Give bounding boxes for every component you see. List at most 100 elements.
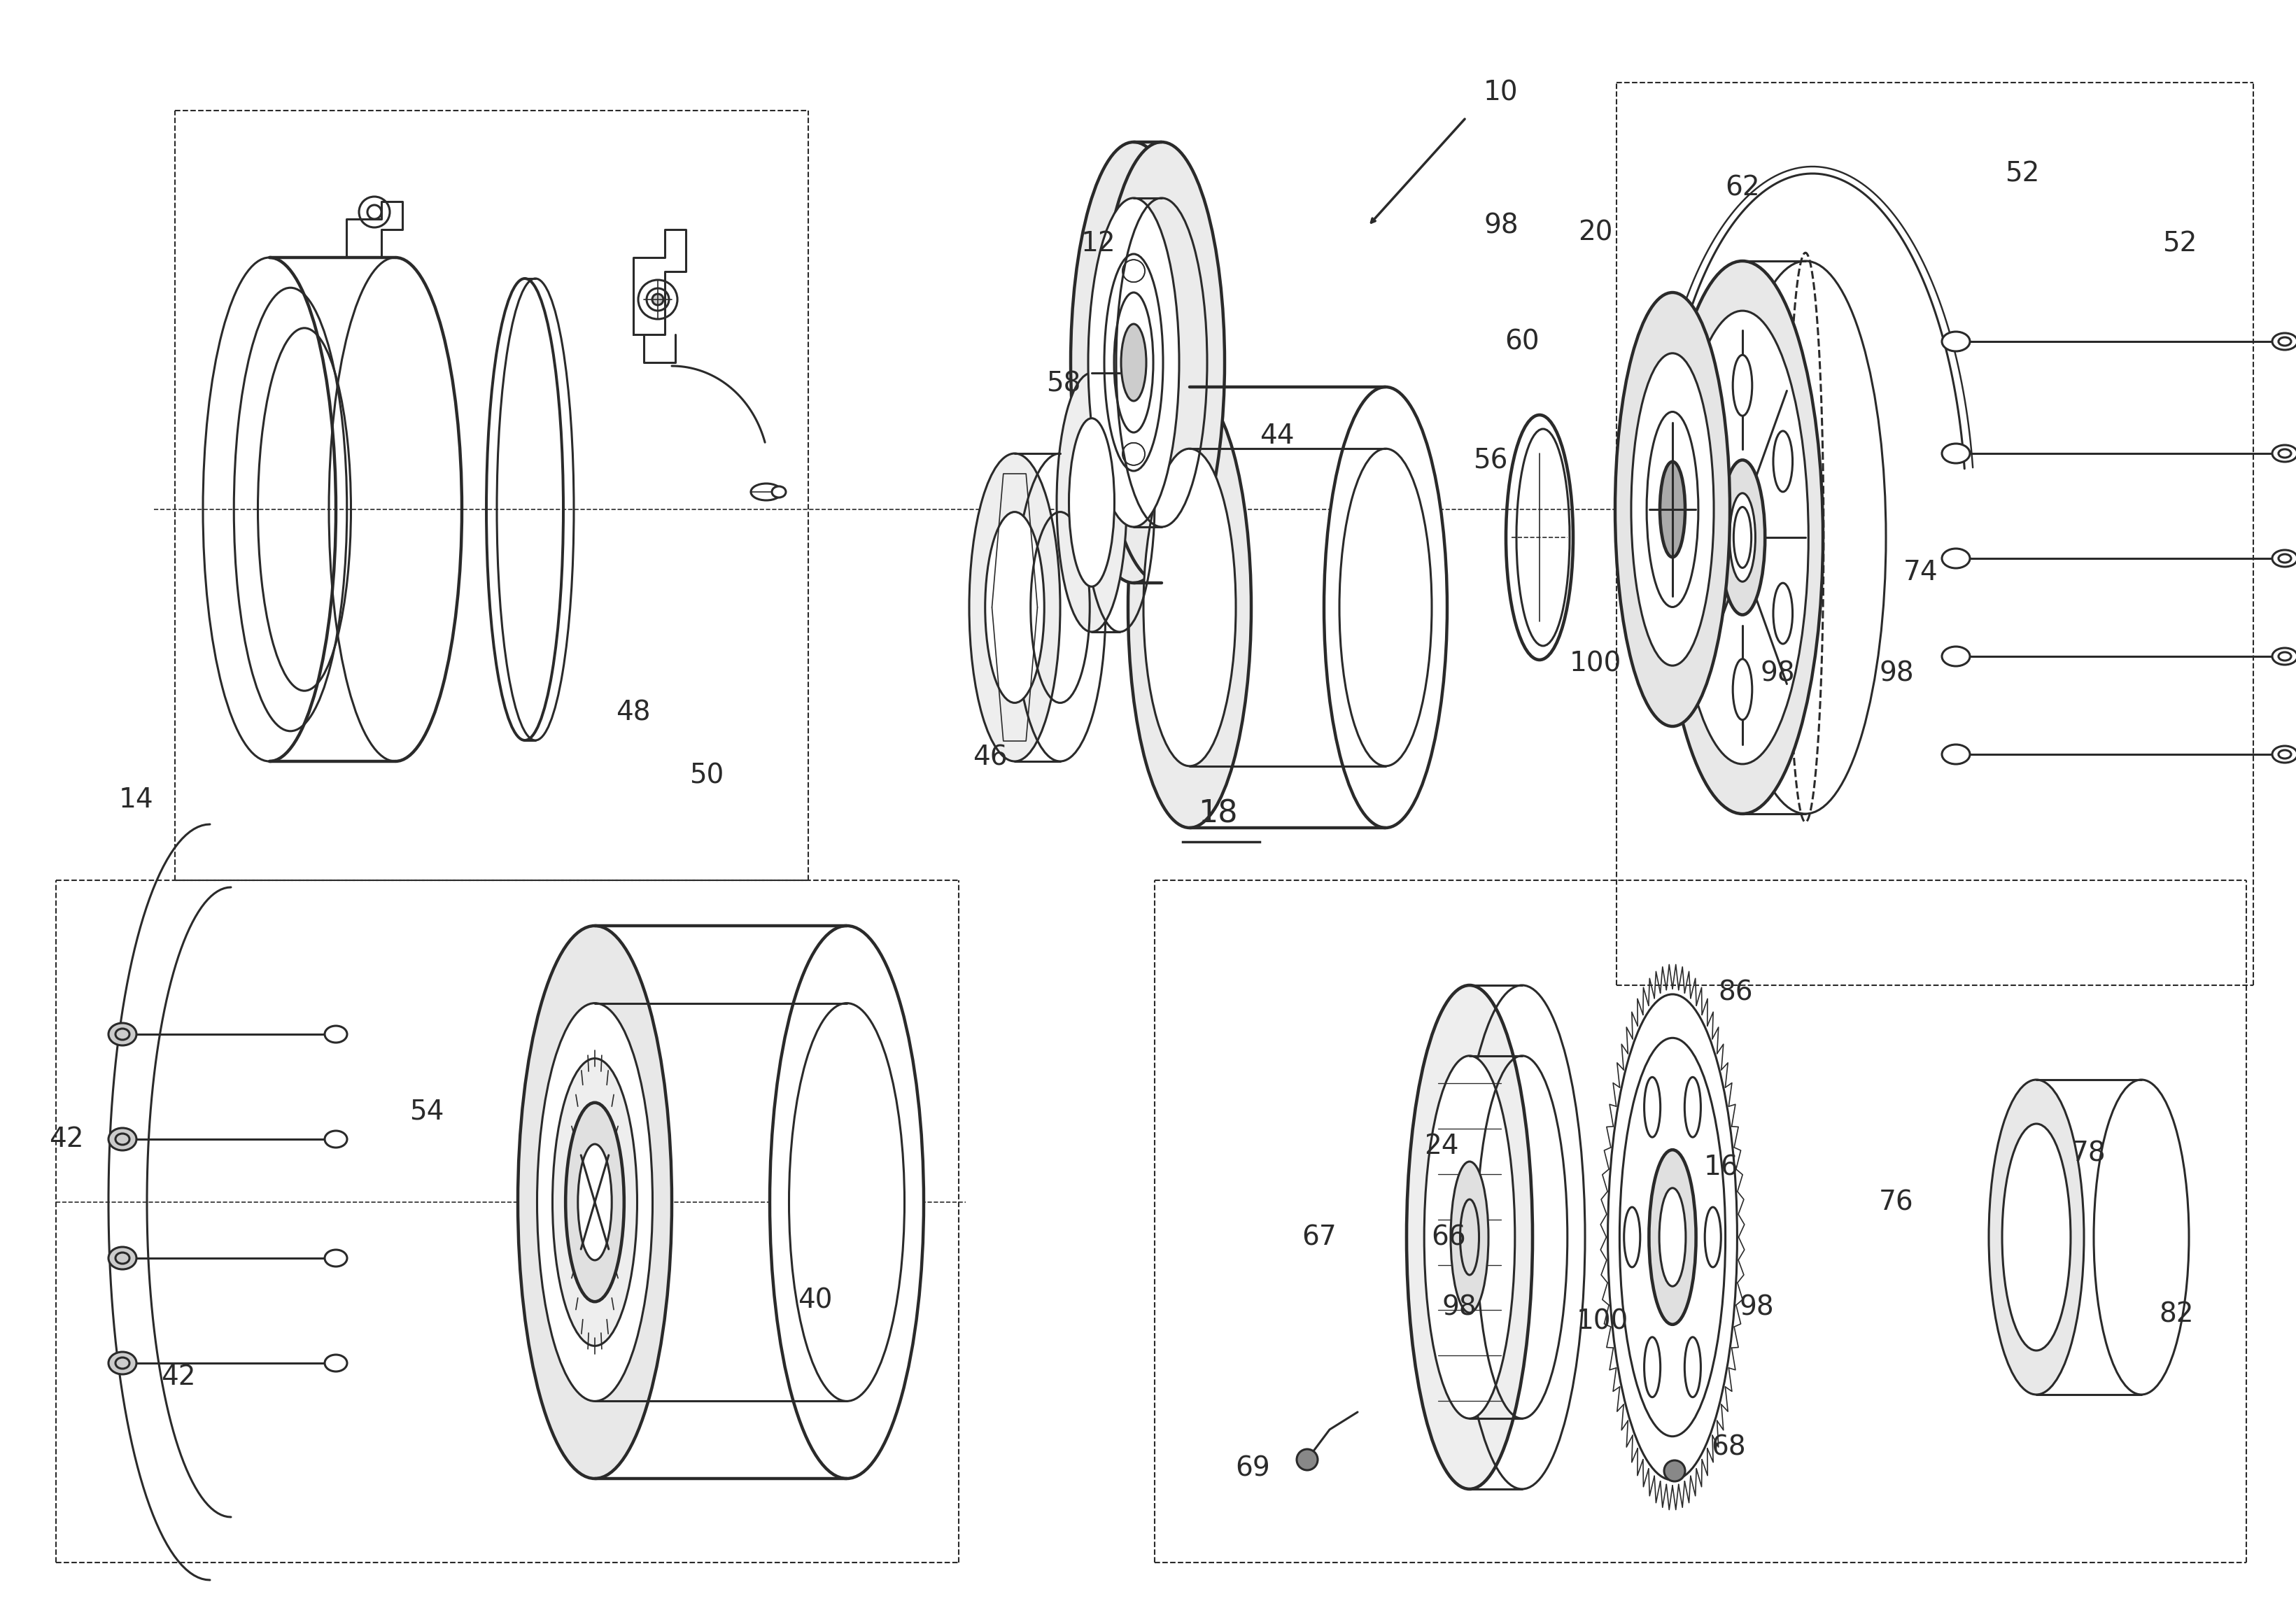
Text: 52: 52	[2163, 231, 2197, 257]
Text: 20: 20	[1577, 220, 1612, 247]
Text: 100: 100	[1577, 1308, 1628, 1334]
Ellipse shape	[1720, 460, 1766, 615]
Ellipse shape	[1736, 518, 1747, 557]
Ellipse shape	[1729, 493, 1756, 581]
Text: 98: 98	[1442, 1294, 1476, 1321]
Text: 100: 100	[1570, 651, 1621, 677]
Text: 12: 12	[1081, 231, 1116, 257]
Text: 58: 58	[1047, 370, 1081, 397]
Ellipse shape	[1773, 583, 1793, 644]
Ellipse shape	[1630, 354, 1713, 665]
Text: 14: 14	[119, 787, 154, 812]
Ellipse shape	[1325, 388, 1446, 828]
Text: 42: 42	[48, 1126, 83, 1153]
Ellipse shape	[565, 1103, 625, 1302]
Ellipse shape	[579, 1143, 611, 1260]
Ellipse shape	[1676, 310, 1809, 764]
Ellipse shape	[2273, 746, 2296, 762]
Ellipse shape	[1660, 1189, 1685, 1286]
Text: 66: 66	[1430, 1224, 1465, 1250]
Ellipse shape	[2002, 1124, 2071, 1350]
Text: 10: 10	[1483, 79, 1518, 107]
Text: 98: 98	[1738, 1294, 1775, 1321]
Text: 60: 60	[1504, 328, 1538, 355]
Ellipse shape	[108, 1127, 135, 1150]
Ellipse shape	[324, 1250, 347, 1266]
Ellipse shape	[2273, 333, 2296, 350]
Ellipse shape	[1988, 1080, 2085, 1395]
Text: 42: 42	[161, 1363, 195, 1391]
Ellipse shape	[108, 1247, 135, 1269]
Text: 56: 56	[1474, 447, 1508, 473]
Ellipse shape	[1127, 388, 1251, 828]
Ellipse shape	[1942, 745, 1970, 764]
Ellipse shape	[652, 294, 664, 305]
Text: 78: 78	[2071, 1140, 2105, 1166]
Ellipse shape	[771, 486, 785, 497]
Ellipse shape	[1942, 646, 1970, 665]
Text: 98: 98	[1878, 661, 1915, 686]
Text: 52: 52	[2004, 160, 2039, 187]
Ellipse shape	[985, 512, 1045, 703]
Ellipse shape	[1070, 142, 1196, 583]
Text: 82: 82	[2158, 1300, 2193, 1328]
Ellipse shape	[553, 1058, 638, 1345]
Ellipse shape	[1685, 1077, 1701, 1137]
Ellipse shape	[1733, 507, 1752, 568]
Ellipse shape	[1407, 985, 1531, 1489]
Ellipse shape	[1942, 444, 1970, 464]
Ellipse shape	[1644, 1337, 1660, 1397]
Ellipse shape	[1100, 142, 1224, 583]
Text: 86: 86	[1717, 979, 1752, 1006]
Ellipse shape	[324, 1026, 347, 1043]
Text: 24: 24	[1424, 1132, 1458, 1160]
Ellipse shape	[769, 925, 923, 1479]
Ellipse shape	[1942, 331, 1970, 352]
Ellipse shape	[1056, 373, 1127, 631]
Text: 46: 46	[974, 745, 1008, 770]
Ellipse shape	[1692, 583, 1713, 644]
Ellipse shape	[1665, 1460, 1685, 1481]
Ellipse shape	[1724, 262, 1885, 814]
Text: 67: 67	[1302, 1224, 1336, 1250]
Ellipse shape	[1942, 549, 1970, 568]
Ellipse shape	[324, 1130, 347, 1148]
Ellipse shape	[1773, 431, 1793, 493]
Text: 48: 48	[615, 699, 650, 725]
Ellipse shape	[1692, 431, 1713, 493]
Ellipse shape	[519, 925, 673, 1479]
Text: 98: 98	[1483, 213, 1518, 239]
Ellipse shape	[537, 1003, 652, 1402]
Ellipse shape	[2094, 1080, 2188, 1395]
Ellipse shape	[108, 1352, 135, 1374]
Text: 18: 18	[1199, 799, 1238, 828]
Ellipse shape	[1070, 418, 1114, 586]
Text: 62: 62	[1724, 174, 1759, 200]
Text: 40: 40	[799, 1287, 833, 1313]
Ellipse shape	[1649, 1150, 1697, 1324]
Ellipse shape	[1644, 1077, 1660, 1137]
Ellipse shape	[1120, 325, 1146, 401]
Ellipse shape	[367, 205, 381, 220]
Text: 44: 44	[1261, 423, 1295, 449]
Ellipse shape	[1424, 1056, 1515, 1418]
Ellipse shape	[1451, 1161, 1488, 1313]
Ellipse shape	[2273, 551, 2296, 567]
Ellipse shape	[1660, 462, 1685, 557]
Ellipse shape	[1143, 449, 1235, 766]
Text: 16: 16	[1704, 1153, 1738, 1181]
Ellipse shape	[2273, 648, 2296, 665]
Ellipse shape	[1733, 659, 1752, 720]
Ellipse shape	[1614, 292, 1729, 727]
Ellipse shape	[1607, 995, 1738, 1479]
Ellipse shape	[969, 454, 1061, 761]
Text: 69: 69	[1235, 1455, 1270, 1481]
Ellipse shape	[1685, 1337, 1701, 1397]
Text: 98: 98	[1761, 661, 1795, 686]
Text: 76: 76	[1878, 1189, 1915, 1216]
Text: 68: 68	[1711, 1434, 1745, 1460]
Ellipse shape	[1706, 1206, 1722, 1268]
Ellipse shape	[1623, 1206, 1639, 1268]
Text: 74: 74	[1903, 559, 1938, 586]
Ellipse shape	[1297, 1449, 1318, 1470]
